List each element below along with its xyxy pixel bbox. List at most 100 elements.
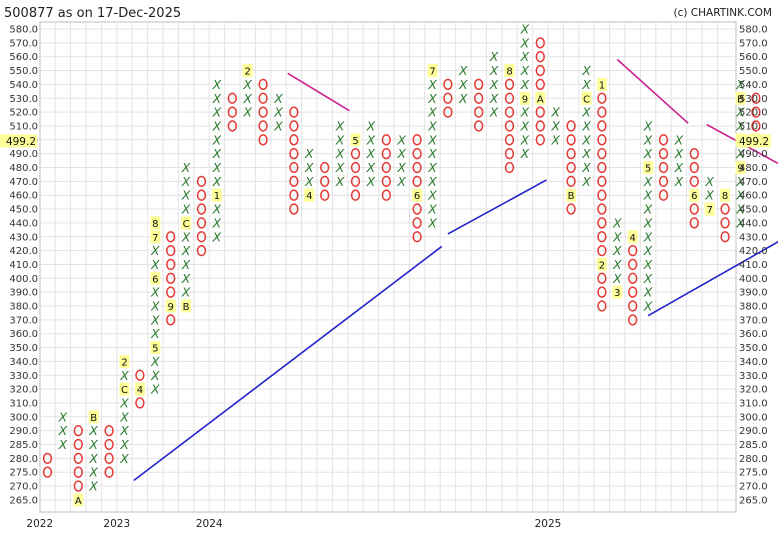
- x-mark: X: [396, 132, 406, 147]
- x-mark: X: [581, 118, 591, 133]
- x-mark: X: [520, 77, 530, 92]
- o-mark: [73, 480, 83, 492]
- month-marker-bg: [596, 77, 607, 91]
- y-tick-label-right: 520.0: [739, 108, 768, 119]
- y-tick-label-right: 390.0: [739, 288, 768, 299]
- x-mark: X: [212, 105, 222, 120]
- grid: [39, 21, 737, 513]
- axes: 580.0 580.0 570.0 570.0 560.0 560.0 550.0 550.0…: [0, 25, 771, 530]
- o-mark: [289, 120, 299, 132]
- o-mark: [597, 231, 607, 243]
- y-tick-label-right: 285.0: [739, 440, 768, 451]
- x-mark: X: [735, 146, 745, 161]
- month-marker: 2: [599, 260, 605, 271]
- o-mark: [689, 161, 699, 174]
- y-tick-label-right: 490.0: [739, 149, 768, 160]
- o-mark: [597, 300, 607, 312]
- month-marker-bg: [181, 216, 192, 230]
- month-marker: 9: [737, 164, 743, 175]
- x-mark: X: [150, 299, 160, 314]
- o-mark: [166, 314, 176, 326]
- o-mark: [166, 244, 176, 257]
- o-mark: [628, 272, 638, 284]
- y-tick-label-right: 420.0: [739, 246, 768, 257]
- o-mark: [381, 161, 391, 174]
- x-year-label: 2025: [535, 518, 562, 530]
- o-mark: [227, 120, 237, 132]
- x-mark: X: [643, 146, 653, 161]
- month-marker: 6: [414, 191, 420, 202]
- x-mark: X: [212, 77, 222, 92]
- x-mark: X: [489, 63, 499, 78]
- x-mark: X: [88, 465, 98, 480]
- o-mark: [658, 148, 669, 160]
- o-mark: [597, 148, 607, 160]
- y-tick-label-right: 370.0: [739, 315, 768, 326]
- o-mark: [535, 78, 545, 91]
- o-mark: [566, 203, 576, 215]
- month-marker: 6: [152, 274, 158, 285]
- o-mark: [504, 161, 515, 174]
- x-mark: X: [181, 271, 191, 286]
- o-mark: [320, 175, 330, 188]
- x-mark: X: [58, 423, 68, 438]
- o-mark: [412, 217, 422, 229]
- x-mark: X: [612, 215, 622, 230]
- o-mark: [258, 78, 268, 91]
- x-mark: X: [550, 118, 560, 133]
- month-marker-bg: [720, 188, 731, 202]
- o-mark: [196, 231, 207, 243]
- x-mark: X: [735, 188, 745, 203]
- x-mark: X: [181, 174, 191, 189]
- month-marker: C: [121, 385, 128, 396]
- y-tick-label-left: 420.0: [9, 246, 38, 257]
- month-marker-bg: [73, 493, 84, 507]
- month-marker-bg: [150, 271, 161, 285]
- x-mark: X: [427, 77, 437, 92]
- month-marker-bg: [242, 64, 253, 78]
- x-mark: X: [520, 118, 530, 133]
- y-tick-label-left: 360.0: [9, 329, 38, 340]
- x-mark: X: [335, 174, 345, 189]
- o-mark: [350, 175, 361, 188]
- o-mark: [504, 120, 515, 132]
- y-tick-label-left: 520.0: [9, 108, 38, 119]
- x-mark: X: [88, 479, 98, 494]
- x-mark: X: [520, 132, 530, 147]
- o-mark: [42, 466, 53, 478]
- y-tick-label-right: 400.0: [739, 274, 768, 285]
- x-mark: X: [674, 174, 684, 189]
- month-marker: C: [183, 219, 190, 230]
- o-mark: [350, 189, 361, 201]
- o-mark: [258, 134, 268, 146]
- y-tick-label-right: 310.0: [739, 398, 768, 409]
- y-tick-label-left: 340.0: [9, 357, 38, 368]
- x-mark: X: [458, 63, 468, 78]
- y-tick-label-right: 340.0: [739, 357, 768, 368]
- month-marker: 5: [152, 344, 158, 355]
- chart-credit: (c) CHARTINK.COM: [674, 7, 773, 19]
- o-mark: [628, 314, 638, 326]
- x-year-label: 2022: [26, 518, 53, 530]
- o-mark: [289, 106, 299, 118]
- y-tick-label-right: 540.0: [739, 80, 768, 91]
- o-mark: [535, 106, 545, 118]
- o-mark: [135, 397, 145, 409]
- x-mark: X: [643, 132, 653, 147]
- y-tick-label-left: 370.0: [9, 315, 38, 326]
- month-marker-bg: [735, 91, 746, 105]
- o-mark: [443, 106, 453, 118]
- month-marker-bg: [181, 299, 192, 313]
- x-mark: X: [181, 202, 191, 217]
- y-tick-label-right: 460.0: [739, 191, 768, 202]
- o-mark: [196, 189, 207, 201]
- month-marker-bg: [119, 382, 130, 396]
- x-mark: X: [119, 423, 129, 438]
- o-mark: [597, 134, 607, 146]
- o-mark: [350, 161, 361, 174]
- month-marker-bg: [412, 188, 423, 202]
- current-price-tag-left-bg: [0, 134, 37, 148]
- x-mark: X: [643, 174, 653, 189]
- x-mark: X: [550, 132, 560, 147]
- y-tick-label-right: 265.0: [739, 495, 768, 506]
